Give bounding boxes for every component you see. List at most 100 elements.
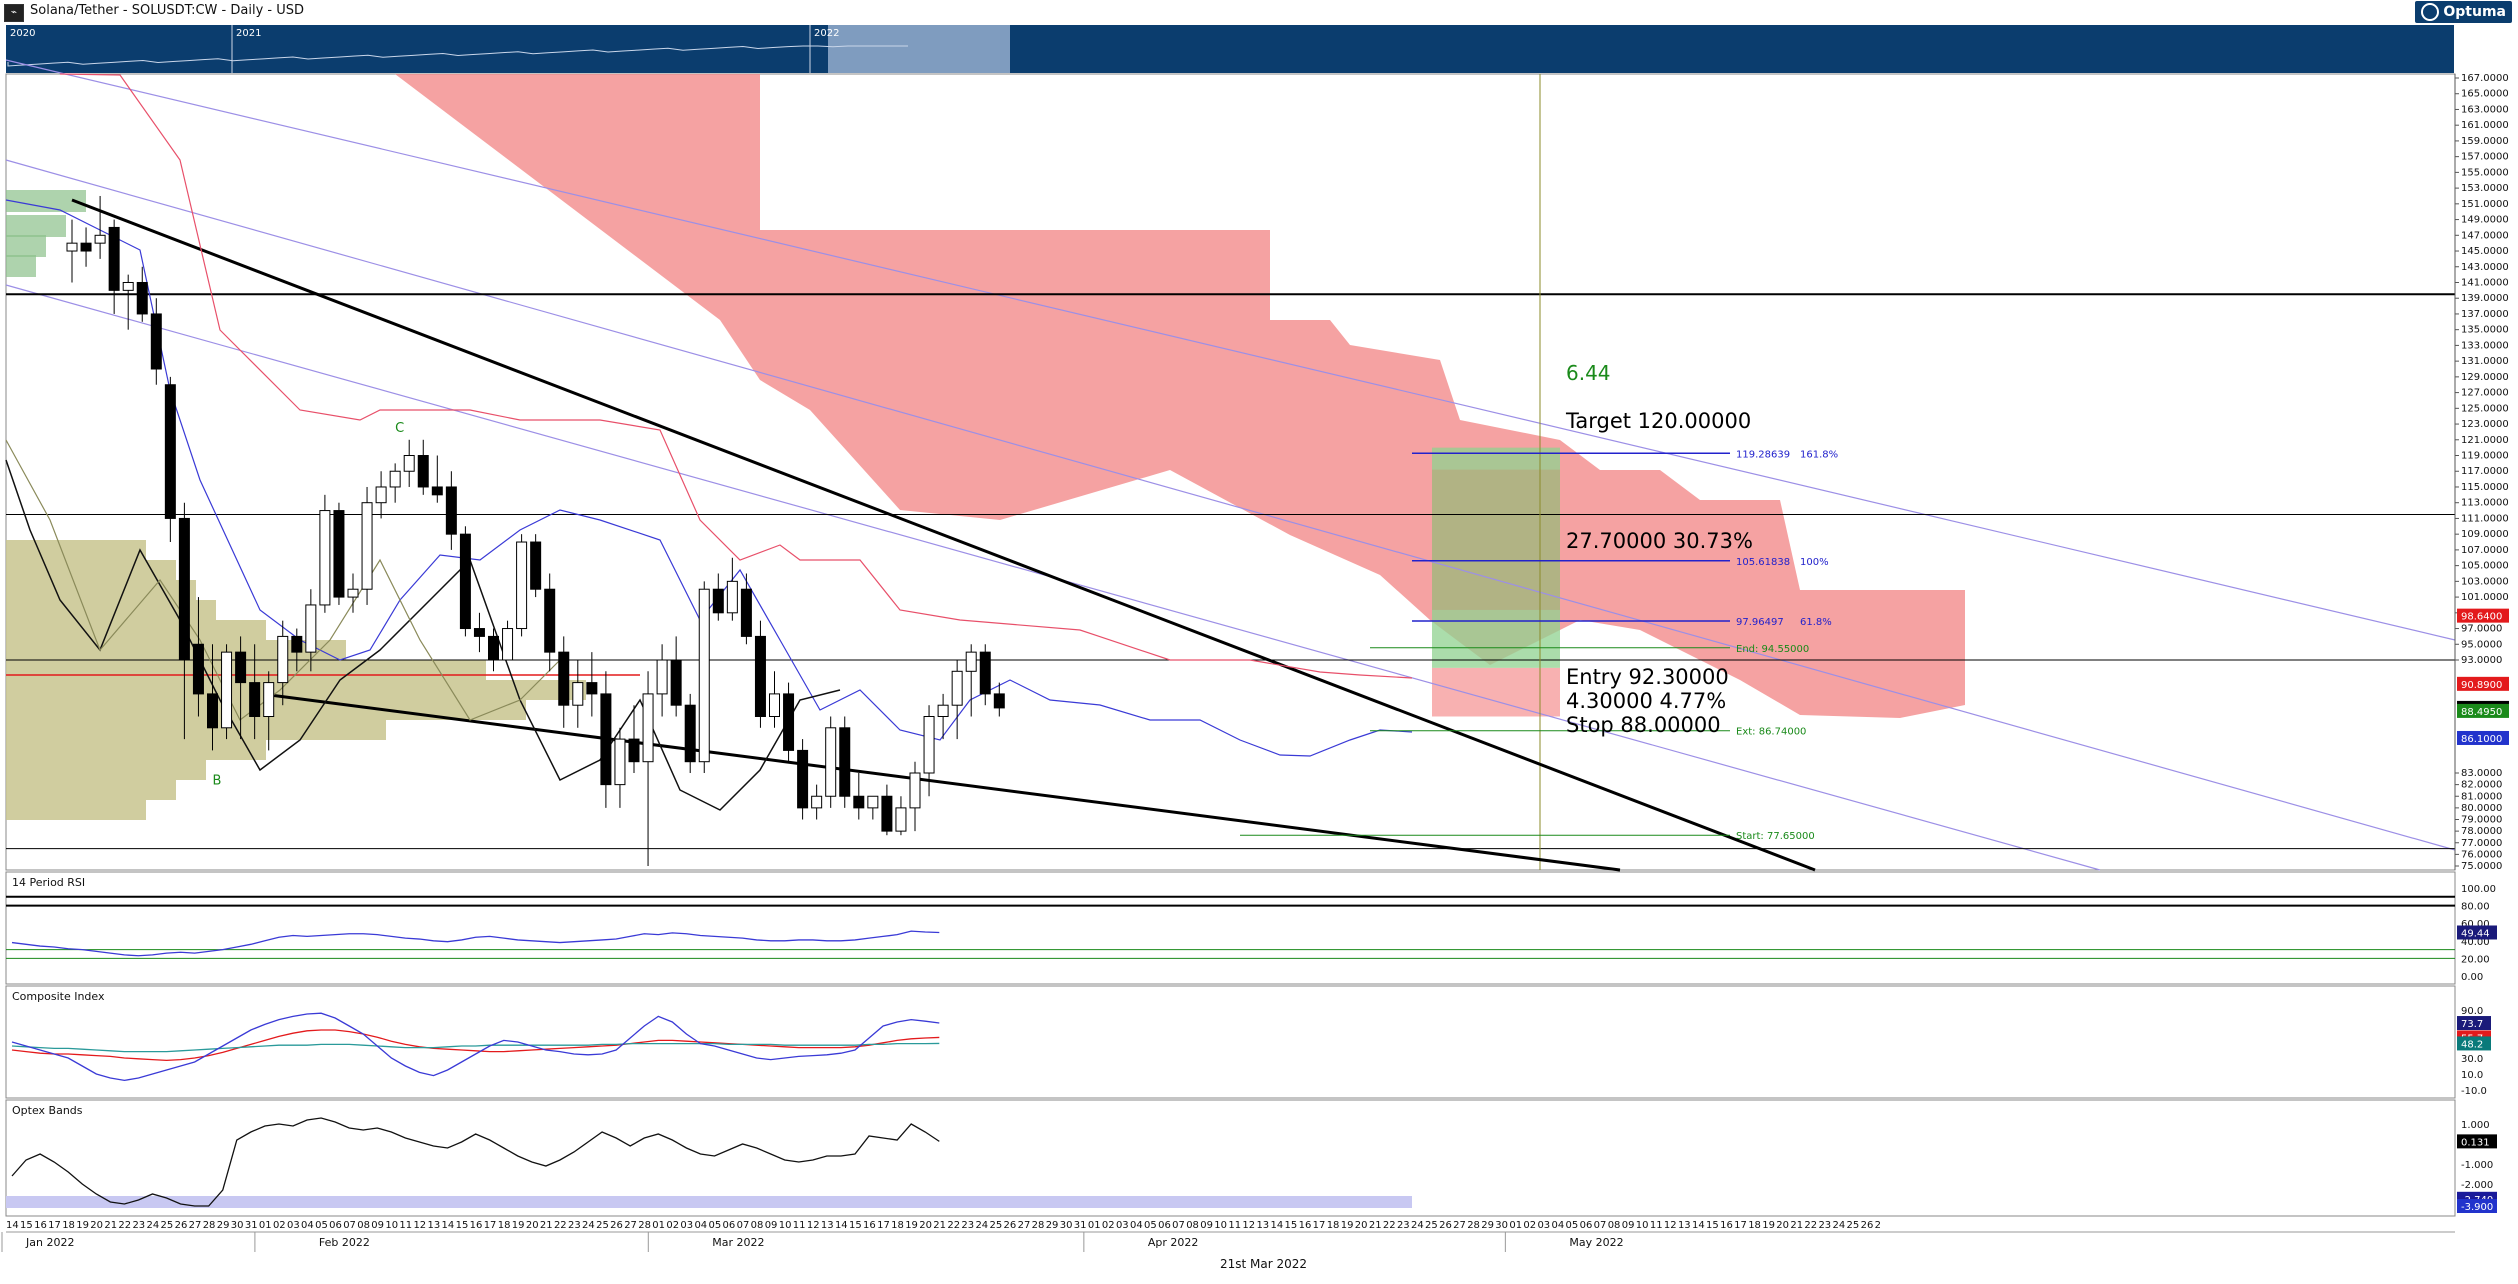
candle-up: [361, 502, 373, 590]
price-tick-label: 133.0000: [2461, 340, 2509, 351]
candle-down: [459, 533, 471, 630]
candle-down: [207, 693, 218, 729]
date-month-label: Apr 2022: [1148, 1236, 1199, 1249]
date-day-label: 26: [1439, 1220, 1452, 1231]
indicator-tick-label: 40.00: [2461, 937, 2490, 948]
candle-up: [277, 635, 289, 684]
kijun-line: [59, 73, 1413, 679]
candle-down: [108, 226, 120, 291]
price-tick-label: 155.0000: [2461, 167, 2509, 178]
date-day-label: 14: [1271, 1220, 1284, 1231]
price-badge-label: 88.4950: [2461, 707, 2502, 718]
brand-name: Optuma: [2443, 4, 2506, 20]
date-day-label: 08: [1608, 1220, 1621, 1231]
price-badge-label: 86.1000: [2461, 734, 2502, 745]
candle-up: [867, 795, 879, 809]
price-tick-label: 151.0000: [2461, 199, 2509, 210]
candle-up: [642, 693, 654, 763]
date-day-label: 06: [1158, 1220, 1171, 1231]
volume-profile-bar: [6, 680, 586, 700]
date-day-label: 08: [1186, 1220, 1199, 1231]
chart-icon[interactable]: ⌁: [4, 4, 24, 22]
candle-up: [319, 510, 331, 606]
ichimoku-cloud: [395, 74, 1965, 718]
navigator-year-label: 2022: [814, 28, 839, 39]
candle-down: [881, 795, 893, 832]
volume-profile-bar: [6, 600, 216, 620]
candle-up: [825, 727, 837, 797]
candle-up: [305, 604, 317, 653]
date-day-label: 13: [821, 1220, 834, 1231]
date-day-label: 18: [498, 1220, 511, 1231]
date-day-label: 25: [596, 1220, 609, 1231]
date-day-label: 28: [1467, 1220, 1480, 1231]
navigator-background: [6, 25, 2454, 73]
date-day-label: 11: [1228, 1220, 1241, 1231]
date-day-label: 28: [638, 1220, 651, 1231]
indicator-tick-label: 30.0: [2461, 1054, 2483, 1065]
date-day-label: 17: [1734, 1220, 1747, 1231]
fib-level-ratio: 161.8%: [1800, 449, 1838, 460]
candle-down: [783, 693, 795, 751]
volume-profile-bar: [6, 235, 46, 257]
candle-up: [937, 704, 949, 718]
price-tick-label: 137.0000: [2461, 309, 2509, 320]
date-day-label: 27: [624, 1220, 637, 1231]
candle-up: [66, 242, 78, 252]
price-tick-label: 157.0000: [2461, 152, 2509, 163]
price-tick-label: 149.0000: [2461, 215, 2509, 226]
date-day-label: 11: [793, 1220, 806, 1231]
indicator-value-badge: [2457, 1199, 2497, 1213]
date-day-label: 20: [919, 1220, 932, 1231]
date-day-label: 02: [666, 1220, 679, 1231]
price-tick-label: 79.0000: [2461, 815, 2502, 826]
date-day-label: 24: [582, 1220, 595, 1231]
channel-line: [5, 59, 2456, 641]
date-day-label: 23: [1818, 1220, 1831, 1231]
price-tick-label: 131.0000: [2461, 356, 2509, 367]
date-day-label: 10: [1214, 1220, 1227, 1231]
chikou-line: [5, 459, 841, 811]
candle-down: [558, 651, 570, 706]
date-day-label: 01: [1088, 1220, 1101, 1231]
indicator-panel-frame: [5, 871, 2456, 985]
date-day-label: 23: [961, 1220, 974, 1231]
date-day-label: 13: [428, 1220, 441, 1231]
price-tick-label: 111.0000: [2461, 513, 2509, 524]
candle-down: [544, 588, 556, 653]
price-tick-label: 75.0000: [2461, 861, 2502, 872]
date-day-label: 16: [34, 1220, 47, 1231]
candle-down: [853, 795, 865, 809]
date-day-label: 31: [1074, 1220, 1087, 1231]
date-day-label: 12: [413, 1220, 426, 1231]
date-day-label: 09: [1200, 1220, 1213, 1231]
date-day-label: 03: [680, 1220, 693, 1231]
price-tick-label: 135.0000: [2461, 325, 2509, 336]
date-day-label: 09: [1622, 1220, 1635, 1231]
date-day-label: 08: [751, 1220, 764, 1231]
date-day-label: 30: [1060, 1220, 1073, 1231]
date-day-label: 14: [1692, 1220, 1705, 1231]
date-day-label: 24: [147, 1220, 160, 1231]
date-month-label: Jan 2022: [25, 1236, 74, 1249]
date-day-label: 06: [329, 1220, 342, 1231]
date-day-label: 05: [1144, 1220, 1157, 1231]
candle-up: [375, 486, 387, 504]
candles: [66, 195, 1005, 866]
date-day-label: 20: [1355, 1220, 1368, 1231]
price-tick-label: 103.0000: [2461, 576, 2509, 587]
candle-down: [797, 749, 809, 809]
date-day-label: 15: [1706, 1220, 1719, 1231]
indicator-tick-label: 10.0: [2461, 1070, 2483, 1081]
price-tick-label: 159.0000: [2461, 136, 2509, 147]
date-day-label: 23: [1397, 1220, 1410, 1231]
volume-profile-bar: [6, 800, 146, 820]
date-day-label: 22: [1383, 1220, 1396, 1231]
date-month-label: Mar 2022: [712, 1236, 764, 1249]
composite-avg-fast-line: [11, 1029, 940, 1062]
indicator-panel: Composite Index90.070.050.030.010.0-10.0…: [5, 985, 2491, 1099]
candle-up: [263, 682, 275, 717]
candle-down: [839, 727, 851, 797]
trade-reward-label: 27.70000 30.73%: [1566, 529, 1753, 553]
